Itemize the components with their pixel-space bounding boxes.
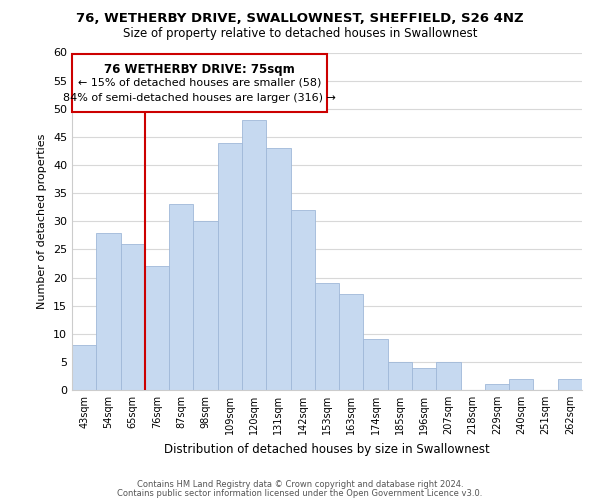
Bar: [436, 362, 461, 390]
Text: Contains public sector information licensed under the Open Government Licence v3: Contains public sector information licen…: [118, 488, 482, 498]
Text: 76 WETHERBY DRIVE: 75sqm: 76 WETHERBY DRIVE: 75sqm: [104, 62, 295, 76]
Bar: [193, 221, 218, 390]
Bar: [388, 362, 412, 390]
Bar: [266, 148, 290, 390]
Bar: [121, 244, 145, 390]
Bar: [558, 379, 582, 390]
Bar: [364, 340, 388, 390]
Text: 84% of semi-detached houses are larger (316) →: 84% of semi-detached houses are larger (…: [63, 93, 336, 103]
Text: 76, WETHERBY DRIVE, SWALLOWNEST, SHEFFIELD, S26 4NZ: 76, WETHERBY DRIVE, SWALLOWNEST, SHEFFIE…: [76, 12, 524, 26]
Bar: [412, 368, 436, 390]
Y-axis label: Number of detached properties: Number of detached properties: [37, 134, 47, 309]
Bar: [145, 266, 169, 390]
X-axis label: Distribution of detached houses by size in Swallownest: Distribution of detached houses by size …: [164, 442, 490, 456]
Text: Contains HM Land Registry data © Crown copyright and database right 2024.: Contains HM Land Registry data © Crown c…: [137, 480, 463, 489]
Bar: [485, 384, 509, 390]
Bar: [290, 210, 315, 390]
FancyBboxPatch shape: [72, 54, 327, 112]
Bar: [72, 345, 96, 390]
Text: Size of property relative to detached houses in Swallownest: Size of property relative to detached ho…: [123, 28, 477, 40]
Bar: [509, 379, 533, 390]
Bar: [242, 120, 266, 390]
Bar: [96, 232, 121, 390]
Bar: [315, 283, 339, 390]
Text: ← 15% of detached houses are smaller (58): ← 15% of detached houses are smaller (58…: [78, 78, 321, 88]
Bar: [169, 204, 193, 390]
Bar: [339, 294, 364, 390]
Bar: [218, 142, 242, 390]
